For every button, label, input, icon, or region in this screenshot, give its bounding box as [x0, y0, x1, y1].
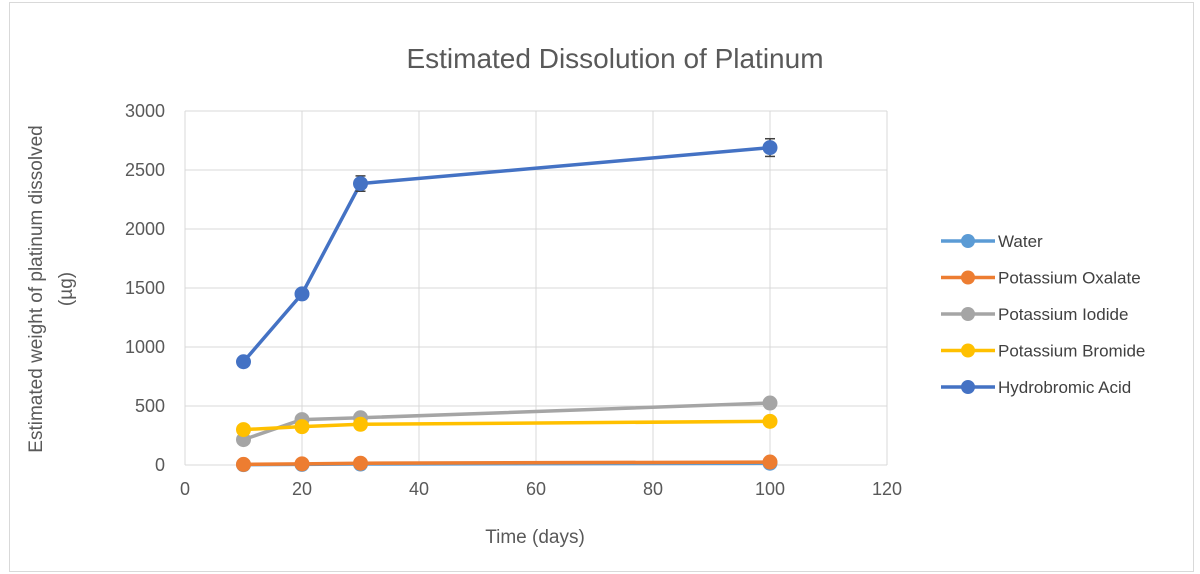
x-axis-title: Time (days): [485, 527, 585, 548]
data-point: [353, 455, 368, 471]
series-line: [243, 460, 771, 467]
legend-item: Potassium Bromide: [941, 342, 1145, 361]
y-tick-label: 1000: [125, 337, 165, 357]
data-point: [353, 416, 368, 432]
legend-swatch-marker: [961, 270, 975, 285]
data-point: [236, 354, 251, 370]
legend-swatch-marker: [961, 234, 975, 248]
legend-swatch-marker: [961, 307, 975, 321]
legend-label: Potassium Oxalate: [998, 269, 1141, 288]
y-tick-labels: 0 500 1000 1500 2000 2500 3000: [125, 101, 165, 475]
series-group: [236, 137, 778, 473]
series-line: [242, 145, 771, 363]
legend-swatch-marker: [961, 380, 975, 394]
legend-swatch-marker: [961, 343, 975, 358]
y-tick-label: 0: [155, 455, 165, 475]
chart-title: Estimated Dissolution of Platinum: [406, 43, 823, 74]
x-tick-label: 0: [180, 479, 190, 499]
y-tick-label: 2500: [125, 160, 165, 180]
y-tick-label: 1500: [125, 278, 165, 298]
series-potassium-oxalate: [236, 454, 778, 472]
data-point: [762, 140, 778, 156]
data-point: [294, 456, 310, 472]
series-line: [243, 419, 771, 432]
legend-label: Potassium Iodide: [998, 305, 1128, 324]
series-hydrobromic-acid: [236, 137, 778, 370]
legend: Water Potassium Oxalate Potassium Iodide Po…: [941, 232, 1145, 397]
legend-label: Potassium Bromide: [998, 342, 1145, 361]
x-tick-label: 80: [643, 479, 663, 499]
data-point: [353, 176, 368, 192]
legend-item: Water: [941, 232, 1043, 251]
data-point: [762, 413, 778, 429]
x-tick-label: 20: [292, 479, 312, 499]
data-point: [294, 419, 310, 435]
data-point: [762, 454, 778, 470]
x-tick-label: 60: [526, 479, 546, 499]
x-tick-label: 120: [872, 479, 902, 499]
y-tick-label: 2000: [125, 219, 165, 239]
x-tick-label: 100: [755, 479, 785, 499]
y-axis-title: Estimated weight of platinum dissolved: [26, 125, 47, 452]
y-axis-title-unit: (µg): [56, 272, 77, 306]
data-point: [762, 395, 778, 411]
data-point: [294, 286, 310, 302]
data-point: [236, 422, 251, 438]
series-potassium-bromide: [236, 413, 778, 438]
legend-item: Potassium Oxalate: [941, 269, 1141, 288]
x-tick-labels: 0 20 40 60 80 100 120: [180, 479, 902, 499]
data-point: [236, 456, 251, 472]
x-tick-label: 40: [409, 479, 429, 499]
chart-frame: [9, 2, 1194, 572]
y-tick-label: 3000: [125, 101, 165, 121]
legend-label: Hydrobromic Acid: [998, 378, 1131, 397]
y-tick-label: 500: [135, 396, 165, 416]
legend-item: Hydrobromic Acid: [941, 378, 1131, 397]
legend-label: Water: [998, 232, 1043, 251]
legend-item: Potassium Iodide: [941, 305, 1128, 324]
